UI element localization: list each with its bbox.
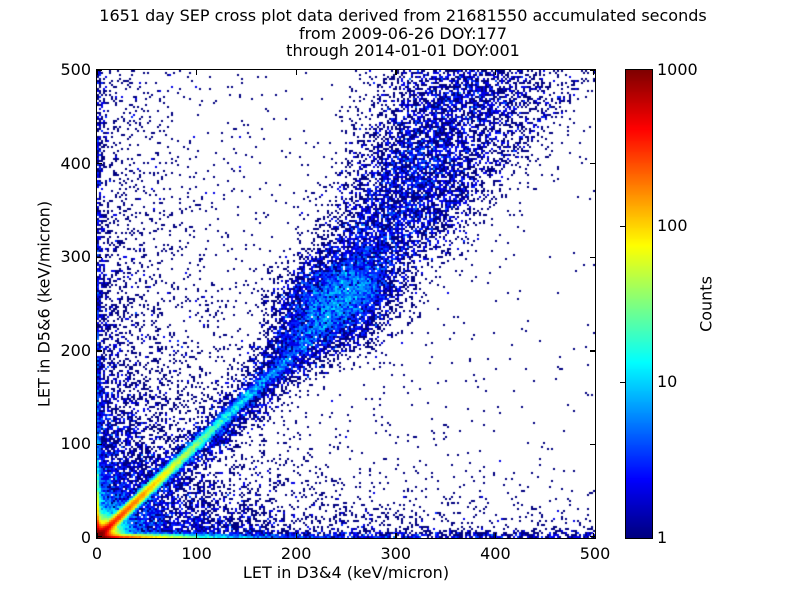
y-tick	[96, 69, 102, 71]
y-tick-right	[589, 163, 595, 165]
x-tick-label-100: 100	[181, 544, 212, 563]
scatter-density-plot	[97, 70, 595, 538]
x-tick-top	[295, 69, 297, 75]
colorbar-frame	[624, 68, 653, 539]
y-tick-right	[589, 443, 595, 446]
y-tick	[96, 536, 102, 538]
y-tick-label-100: 100	[60, 434, 91, 454]
x-tick	[295, 532, 297, 538]
x-tick-label-500: 500	[579, 544, 611, 563]
x-tick-label-200: 200	[280, 544, 312, 563]
x-tick	[96, 532, 98, 538]
x-tick-top	[593, 69, 595, 75]
colorbar-tick-label-10: 10	[657, 372, 678, 391]
y-tick-right	[589, 256, 595, 258]
x-tick-top	[96, 69, 98, 75]
colorbar-label: Counts	[696, 276, 716, 332]
x-tick	[494, 532, 497, 538]
y-tick-label-500: 500	[60, 60, 91, 79]
colorbar-tick-100	[620, 226, 626, 228]
y-tick	[96, 443, 102, 446]
y-tick	[96, 350, 102, 352]
colorbar-tick-label-1: 1	[657, 528, 668, 547]
x-tick	[593, 532, 595, 538]
x-tick	[196, 532, 198, 538]
colorbar-tick-label-1000: 1000	[657, 60, 698, 79]
x-tick-top	[494, 69, 497, 75]
chart-title-line3: through 2014-01-01 DOY:001	[286, 41, 520, 60]
x-tick-top	[395, 69, 397, 75]
y-tick-right	[589, 69, 595, 71]
y-tick-label-0: 0	[80, 528, 91, 547]
x-tick-label-0: 0	[91, 544, 103, 563]
chart-title-line1: 1651 day SEP cross plot data derived fro…	[99, 6, 707, 25]
colorbar-tick-label-100: 100	[657, 216, 688, 235]
y-tick-label-300: 300	[60, 247, 91, 267]
y-tick-right	[589, 350, 595, 352]
y-tick-right	[589, 536, 595, 538]
y-axis-label: LET in D5&6 (keV/micron)	[34, 200, 54, 408]
y-tick	[96, 256, 102, 258]
x-axis-label: LET in D3&4 (keV/micron)	[242, 563, 450, 582]
plot-frame	[95, 68, 596, 539]
y-tick	[96, 163, 102, 165]
colorbar-gradient	[626, 70, 652, 538]
y-tick-label-200: 200	[60, 340, 91, 360]
colorbar-tick-10	[620, 382, 626, 384]
x-tick	[395, 532, 397, 538]
chart-title-line2: from 2009-06-26 DOY:177	[298, 24, 507, 43]
x-tick-label-300: 300	[380, 544, 412, 563]
x-tick-label-400: 400	[480, 544, 511, 563]
x-tick-top	[196, 69, 198, 75]
y-tick-label-400: 400	[60, 153, 91, 173]
